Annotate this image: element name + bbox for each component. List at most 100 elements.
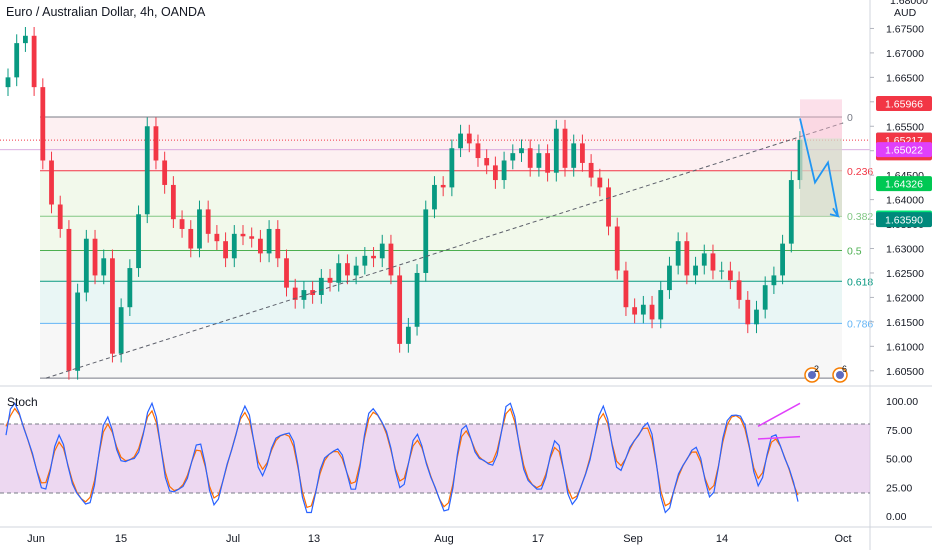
candle-body (240, 233, 246, 237)
stoch-d-line (5, 407, 799, 509)
candle-body (292, 287, 298, 300)
candle-body (162, 160, 168, 185)
price-tick-label: 1.66500 (886, 72, 924, 84)
candle-body (92, 238, 98, 276)
price-tick-label: 1.67500 (886, 23, 924, 35)
fib-zone-0-0.236 (40, 116, 842, 171)
stoch-k-line (5, 401, 799, 514)
stoch-tick-label: 25.00 (886, 482, 912, 494)
time-tick-label: 17 (532, 533, 544, 545)
price-tick-label: 1.64000 (886, 195, 924, 207)
candle-body (75, 292, 81, 371)
candle-body (484, 158, 490, 166)
candle-body (101, 258, 107, 276)
candle-body (284, 258, 289, 288)
candle-body (388, 243, 394, 276)
candle-body (170, 184, 176, 220)
candle-body (632, 307, 638, 315)
projection-path (799, 118, 839, 217)
candle-body (353, 265, 359, 276)
price-tag-text: 1.64326 (885, 179, 923, 191)
price-tick-label: 1.65500 (886, 121, 924, 133)
candle-body (414, 272, 420, 327)
candle-body (318, 277, 324, 295)
candle-body (432, 184, 437, 210)
candle-body (710, 253, 716, 271)
candle-body (684, 241, 690, 276)
fib-label-0.382: 0.382 (847, 211, 873, 223)
projection-arrowhead (829, 207, 840, 218)
chart-title[interactable]: Euro / Australian Dollar, 4h, OANDA (6, 5, 206, 19)
price-tag (876, 142, 932, 158)
candle-body (231, 233, 237, 259)
candle-body (754, 309, 759, 325)
candle-body (57, 204, 63, 229)
candle-body (519, 148, 524, 154)
candle-body (580, 143, 585, 163)
candle-body (205, 209, 211, 234)
candle-body (440, 184, 446, 188)
candle-body (614, 226, 620, 271)
candle-body (423, 209, 429, 273)
candle-body (492, 165, 498, 181)
fib-zone-0.786-1 (40, 323, 842, 379)
stoch-tick-label: 0.00 (886, 511, 907, 523)
stoch-tick-label: 100.00 (886, 396, 918, 408)
event-badge-icon (836, 371, 844, 379)
fib-zone-0.236-0.382 (40, 170, 842, 217)
stoch-label[interactable]: Stoch (7, 395, 38, 409)
candlestick-series (5, 26, 803, 380)
price-tag (876, 176, 932, 192)
candle-body (562, 128, 568, 168)
time-tick-label: Jun (27, 533, 45, 545)
candle-body (675, 241, 681, 266)
time-axis[interactable]: Jun 15 Jul 13 Aug 17 Sep 14 Oct (0, 526, 932, 545)
time-tick-label: Sep (623, 533, 643, 545)
candle-body (640, 304, 646, 315)
candle-body (788, 180, 794, 244)
candle-body (527, 148, 533, 168)
candle-body (397, 275, 403, 344)
fib-zone-0.382-0.5 (40, 216, 842, 251)
wedge-lower (757, 435, 801, 440)
candle-body (466, 133, 472, 144)
time-tick-label: Oct (834, 533, 851, 545)
candle-body (571, 143, 577, 168)
candle-body (179, 219, 185, 229)
candle-body (223, 241, 228, 259)
candle-body (606, 187, 611, 227)
candle-body (727, 270, 733, 281)
candle-body (701, 253, 707, 266)
candle-body (14, 43, 20, 78)
wedge-upper (757, 402, 801, 427)
candle-body (449, 148, 455, 188)
candle-body (501, 160, 507, 181)
candle-body (510, 153, 516, 161)
price-tag-text: 1.63590 (885, 215, 923, 227)
price-tag-text: 1.65022 (885, 145, 923, 157)
candle-body (49, 160, 54, 205)
candle-body (553, 128, 559, 173)
candle-body (214, 233, 220, 242)
time-tick-label: 13 (308, 533, 320, 545)
fibonacci-retracement[interactable]: 0 0.236 0.382 0.5 0.618 0.786 (40, 112, 873, 379)
candle-body (266, 228, 272, 254)
event-badge-count: 6 (842, 364, 847, 374)
candle-body (144, 126, 150, 215)
candle-body (667, 265, 672, 291)
price-tick-label: 1.61000 (886, 341, 924, 353)
candle-body (458, 133, 463, 149)
candle-body (745, 299, 751, 325)
event-badge-icon (808, 371, 816, 379)
fib-zone-0.618-0.786 (40, 281, 842, 324)
candle-body (693, 265, 698, 276)
price-tag (876, 95, 932, 111)
candle-body (118, 307, 124, 354)
fib-label-0.236: 0.236 (847, 166, 873, 178)
price-axis[interactable]: 1.60500 1.61000 1.61500 1.62000 1.62500 1.630… (869, 0, 928, 550)
price-tick-label: 1.63000 (886, 244, 924, 256)
stochastic-pane[interactable]: 100.00 75.00 50.00 25.00 0.00 (0, 385, 932, 523)
candle-body (301, 290, 307, 300)
